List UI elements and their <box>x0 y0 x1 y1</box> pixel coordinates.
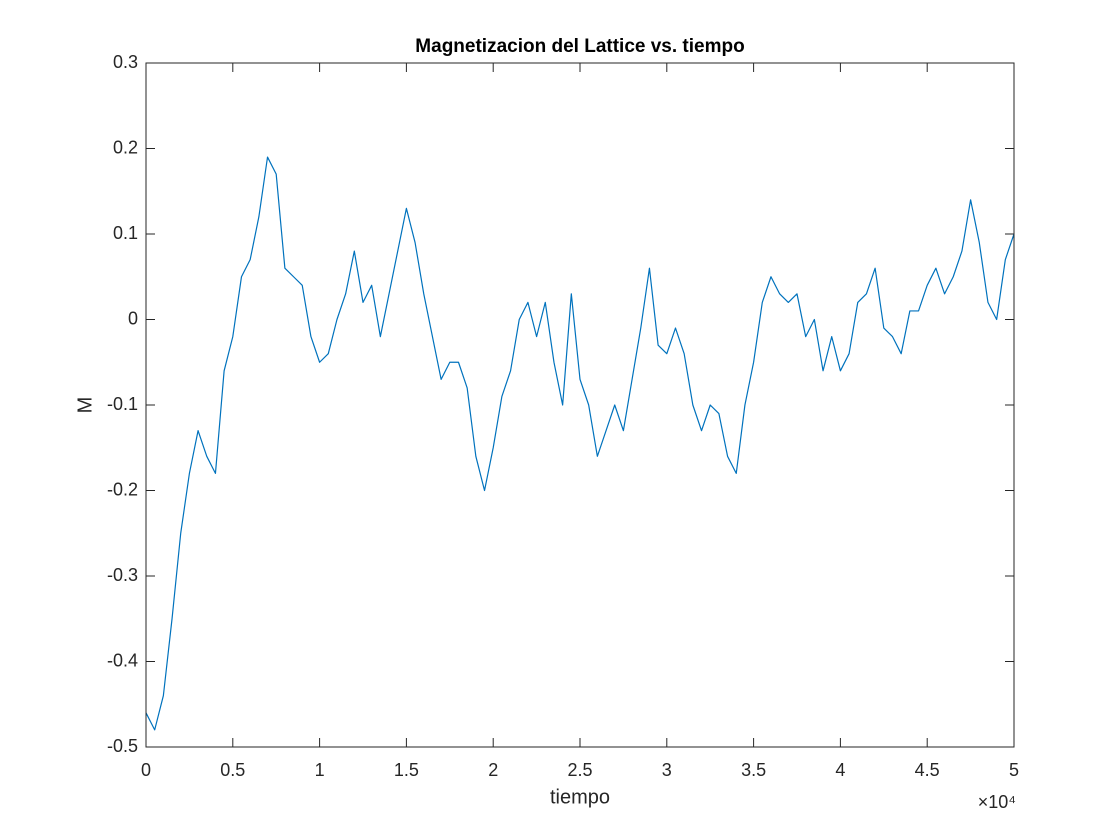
x-axis-label: tiempo <box>550 786 610 808</box>
x-tick-label: 1.5 <box>394 760 419 780</box>
x-tick-label: 3 <box>662 760 672 780</box>
data-line <box>145 156 1015 731</box>
x-tick-label: 4.5 <box>915 760 940 780</box>
y-axis-label: M <box>74 397 96 414</box>
y-tick-label: -0.4 <box>107 650 138 670</box>
x-tick-label: 5 <box>1009 760 1019 780</box>
y-tick-label: 0.2 <box>113 137 138 157</box>
x-tick-label: 0.5 <box>220 760 245 780</box>
y-tick-label: -0.5 <box>107 736 138 756</box>
y-tick-label: -0.2 <box>107 479 138 499</box>
x-tick-label: 2 <box>488 760 498 780</box>
x-multiplier: ×10⁴ <box>978 792 1016 812</box>
y-tick-label: 0 <box>128 308 138 328</box>
chart-title: Magnetizacion del Lattice vs. tiempo <box>415 36 744 57</box>
x-tick-label: 1 <box>315 760 325 780</box>
y-tick-label: -0.3 <box>107 565 138 585</box>
x-tick-label: 0 <box>141 760 151 780</box>
y-tick-label: 0.1 <box>113 223 138 243</box>
x-tick-label: 4 <box>835 760 845 780</box>
y-tick-label: 0.3 <box>113 52 138 72</box>
x-tick-label: 2.5 <box>567 760 592 780</box>
y-tick-label: -0.1 <box>107 394 138 414</box>
x-tick-label: 3.5 <box>741 760 766 780</box>
axes-box <box>145 62 1015 748</box>
